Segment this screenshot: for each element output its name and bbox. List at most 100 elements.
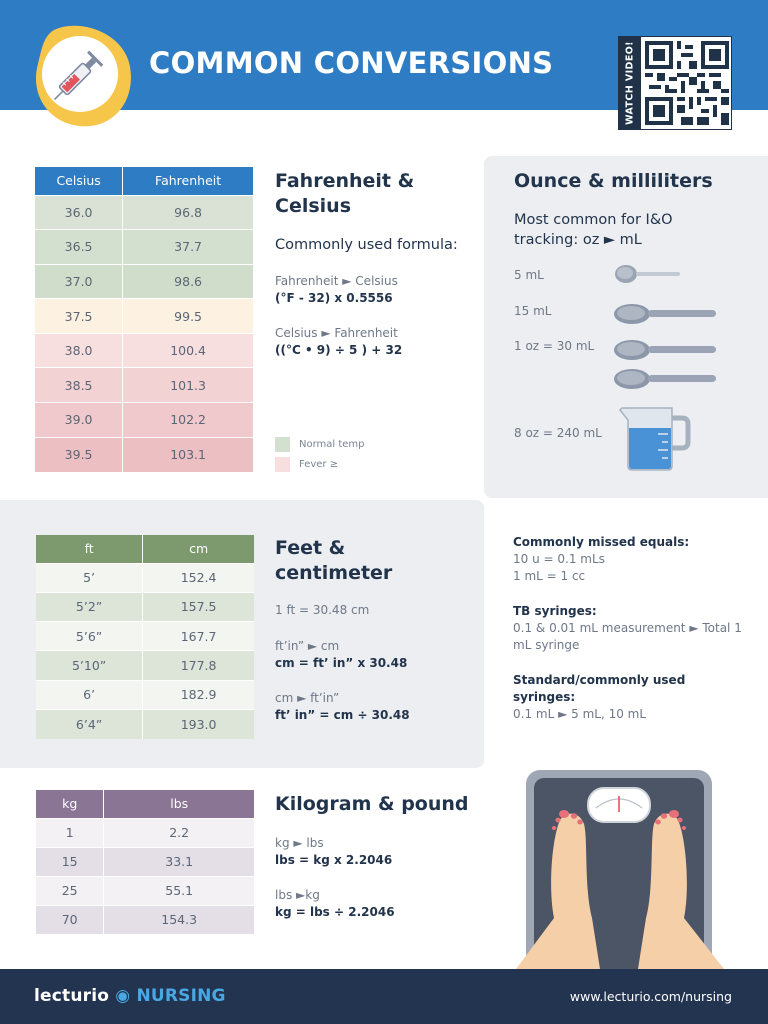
- ml-item: 15 mL: [514, 304, 552, 318]
- table-cell-c: 36.0: [35, 194, 124, 230]
- qr-code-block[interactable]: WATCH VIDEO!: [618, 36, 732, 130]
- table-row: 25 55.1: [36, 875, 254, 905]
- missed-line: 10 u = 0.1 mLs: [513, 552, 605, 566]
- table-cell-f: 96.8: [122, 194, 253, 230]
- table-cell-ft: 6’: [36, 679, 144, 710]
- c-to-f-block: Celsius ► Fahrenheit ((°C • 9) ÷ 5 ) + 3…: [275, 325, 402, 359]
- qr-code-icon[interactable]: [645, 40, 729, 126]
- table-cell-lbs: 154.3: [103, 904, 254, 934]
- table-cell-lbs: 2.2: [103, 817, 254, 847]
- length-basic: 1 ft = 30.48 cm: [275, 603, 370, 617]
- legend-normal-label: Normal temp: [299, 439, 365, 450]
- table-cell-ft: 5’2”: [36, 591, 144, 622]
- table-cell-c: 37.5: [35, 298, 124, 334]
- temp-subheading: Commonly used formula:: [275, 237, 458, 253]
- table-row: 5’2” 157.5: [36, 591, 254, 622]
- legend-normal-swatch: [275, 437, 290, 452]
- ounce-spoon-icon: [614, 369, 716, 389]
- table-row: 37.0 98.6: [35, 263, 253, 299]
- table-cell-c: 36.5: [35, 229, 124, 265]
- lbs-to-kg-label: lbs ►kg: [275, 888, 320, 902]
- column-header-fahrenheit: Fahrenheit: [122, 167, 253, 195]
- bathroom-scale-icon: [516, 770, 724, 969]
- table-cell-ft: 5’: [36, 562, 144, 593]
- f-to-c-label: Fahrenheit ► Celsius: [275, 274, 398, 288]
- ounce-spoon-icon: [614, 340, 716, 360]
- table-cell-kg: 1: [36, 817, 105, 847]
- column-header-lbs: lbs: [103, 790, 254, 818]
- lbs-to-kg-block: lbs ►kg kg = lbs ÷ 2.2046: [275, 887, 395, 921]
- ml-item: 1 oz = 30 mL: [514, 339, 595, 353]
- table-cell-f: 102.2: [122, 402, 253, 438]
- table-cell-cm: 167.7: [142, 621, 254, 651]
- tablespoon-icon: [614, 304, 716, 324]
- table-cell-f: 99.5: [122, 298, 253, 334]
- footer: lecturio ◉ NURSING www.lecturio.com/nurs…: [0, 969, 768, 1024]
- table-row: 36.0 96.8: [35, 194, 253, 230]
- missed-line: 1 mL = 1 cc: [513, 569, 586, 583]
- table-cell-ft: 5’6”: [36, 621, 144, 651]
- table-cell-f: 103.1: [122, 436, 253, 472]
- column-header-kg: kg: [36, 790, 105, 818]
- tb-syringes-block: TB syringes: 0.1 & 0.01 mL measurement ►…: [513, 603, 743, 654]
- table-cell-cm: 152.4: [142, 562, 254, 593]
- c-to-f-label: Celsius ► Fahrenheit: [275, 326, 398, 340]
- table-cell-cm: 193.0: [142, 708, 254, 739]
- table-row: 15 33.1: [36, 846, 254, 876]
- header: COMMON CONVERSIONS WATCH VIDEO!: [0, 0, 768, 130]
- legend-fever-swatch: [275, 457, 290, 472]
- table-cell-f: 100.4: [122, 332, 253, 368]
- table-row: 6’ 182.9: [36, 679, 254, 710]
- table-cell-f: 101.3: [122, 367, 253, 403]
- table-row: 38.0 100.4: [35, 332, 253, 368]
- table-cell-kg: 70: [36, 904, 105, 934]
- table-row: 70 154.3: [36, 904, 254, 934]
- table-cell-kg: 15: [36, 846, 105, 876]
- table-row: 5’10” 177.8: [36, 650, 254, 681]
- table-row: 37.5 99.5: [35, 298, 253, 334]
- ml-item: 8 oz = 240 mL: [514, 426, 602, 440]
- ft-to-cm-label: ft’in” ► cm: [275, 639, 340, 653]
- page-title: COMMON CONVERSIONS: [149, 46, 554, 80]
- temp-heading: Fahrenheit & Celsius: [275, 170, 415, 217]
- weight-heading: Kilogram & pound: [275, 793, 469, 815]
- table-cell-lbs: 55.1: [103, 875, 254, 905]
- table-row: 39.5 103.1: [35, 436, 253, 472]
- weight-table: kg lbs 1 2.2 15 33.1 25 55.1 70 154.3: [36, 790, 254, 934]
- length-table: ft cm 5’ 152.4 5’2” 157.5 5’6” 167.7 5’10” 177.…: [36, 535, 254, 739]
- c-to-f-formula: ((°C • 9) ÷ 5 ) + 32: [275, 343, 403, 357]
- standard-heading: Standard/commonly used syringes:: [513, 673, 686, 704]
- table-cell-f: 37.7: [122, 229, 253, 265]
- table-cell-c: 39.0: [35, 402, 124, 438]
- length-heading: Feet & centimeter: [275, 537, 393, 584]
- ounce-heading: Ounce & milliliters: [514, 170, 713, 192]
- table-cell-ft: 6’4”: [36, 708, 144, 739]
- lecturio-logo[interactable]: lecturio ◉ NURSING: [34, 986, 226, 1006]
- ft-to-cm-formula: cm = ft’ in” x 30.48: [275, 656, 408, 670]
- column-header-cm: cm: [142, 535, 254, 563]
- table-cell-c: 39.5: [35, 436, 124, 472]
- table-cell-cm: 182.9: [142, 679, 254, 710]
- tb-line: 0.1 & 0.01 mL measurement ► Total 1 mL s…: [513, 621, 742, 652]
- watch-video-label: WATCH VIDEO!: [619, 37, 641, 129]
- commonly-missed-block: Commonly missed equals: 10 u = 0.1 mLs 1…: [513, 534, 743, 585]
- kg-to-lbs-formula: lbs = kg x 2.2046: [275, 853, 393, 867]
- cm-to-ft-formula: ft’ in” = cm ÷ 30.48: [275, 708, 410, 722]
- legend-fever-label: Fever ≥: [299, 459, 339, 470]
- cm-to-ft-block: cm ► ft’in” ft’ in” = cm ÷ 30.48: [275, 690, 410, 724]
- table-row: 36.5 37.7: [35, 229, 253, 265]
- f-to-c-block: Fahrenheit ► Celsius (°F - 32) x 0.5556: [275, 273, 398, 307]
- table-cell-c: 38.5: [35, 367, 124, 403]
- table-row: 6’4” 193.0: [36, 708, 254, 739]
- teaspoon-icon: [615, 265, 680, 283]
- ounce-subheading: Most common for I&O tracking: oz ► mL: [514, 212, 673, 248]
- table-row: 1 2.2: [36, 817, 254, 847]
- table-cell-f: 98.6: [122, 263, 253, 299]
- kg-to-lbs-label: kg ► lbs: [275, 836, 324, 850]
- standard-line: 0.1 mL ► 5 mL, 10 mL: [513, 707, 647, 721]
- table-cell-lbs: 33.1: [103, 846, 254, 876]
- footer-url-link[interactable]: www.lecturio.com/nursing: [569, 989, 732, 1004]
- missed-heading: Commonly missed equals:: [513, 535, 690, 549]
- measuring-cup-icon: [618, 407, 691, 471]
- column-header-ft: ft: [36, 535, 144, 563]
